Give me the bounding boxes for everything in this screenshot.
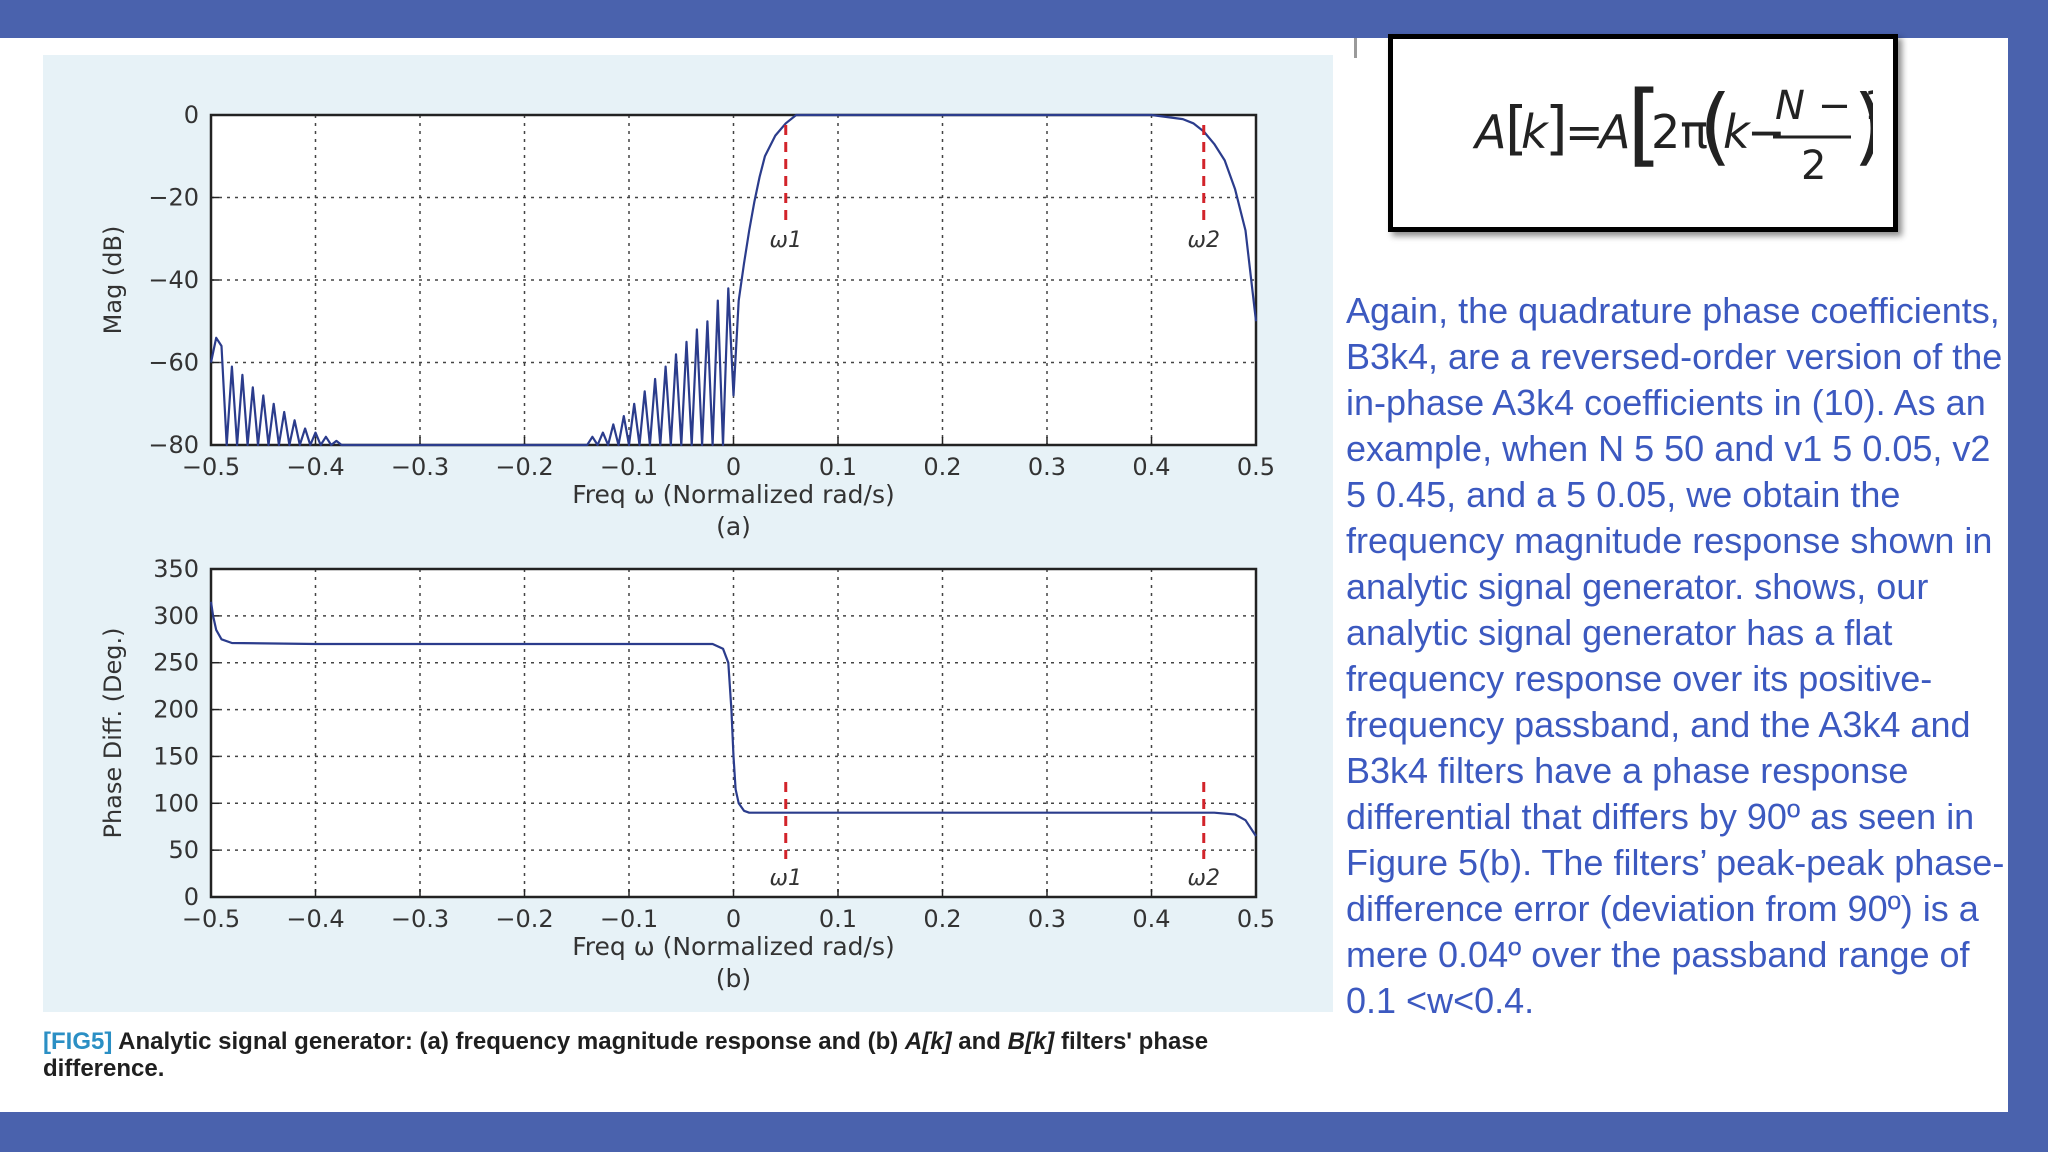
formula-box: A [ k ] = A [ 2π ( k − N − 1 2 )	[1388, 34, 1898, 232]
chart-b-xtick-label: −0.1	[600, 905, 658, 933]
chart-a-xtick-label: 0.3	[1028, 453, 1066, 481]
chart-a-xtick-label: −0.5	[182, 453, 240, 481]
formula-k: k	[1723, 105, 1752, 159]
chart-b-ytick-label: 300	[153, 602, 199, 630]
chart-a-marker-label-2: ω2	[1188, 228, 1220, 253]
chart-b-panel-label: (b)	[716, 964, 751, 993]
chart-a-marker-label-1: ω1	[770, 228, 802, 253]
chart-a-xtick-label: 0.4	[1132, 453, 1170, 481]
stray-mark	[1354, 38, 1357, 58]
chart-a-ytick-label: −80	[148, 431, 199, 459]
chart-b-xtick-label: 0.3	[1028, 905, 1066, 933]
chart-b-xtick-label: −0.3	[391, 905, 449, 933]
caption-text-3: filters' phase difference.	[43, 1028, 1209, 1082]
chart-a-xtick-label: −0.2	[495, 453, 553, 481]
formula-equation: A [ k ] = A [ 2π ( k − N − 1 2 )	[1472, 72, 1873, 189]
chart-b-xtick-label: 0.2	[923, 905, 961, 933]
chart-a-ytick-label: −40	[148, 266, 199, 294]
chart-a-ylabel: Mag (dB)	[99, 226, 127, 335]
chart-b-xtick-label: 0	[726, 905, 741, 933]
chart-a-xtick-label: 0	[726, 453, 741, 481]
caption-tag: [FIG5]	[43, 1028, 113, 1055]
chart-b-xtick-label: 0.1	[819, 905, 857, 933]
chart-b-xtick-label: −0.4	[286, 905, 344, 933]
chart-a-xlabel: Freq ω (Normalized rad/s)	[572, 480, 895, 509]
caption-text-1: Analytic signal generator: (a) frequency…	[112, 1028, 905, 1055]
chart-b-marker-label-2: ω2	[1188, 866, 1220, 891]
chart-a-xtick-label: −0.3	[391, 453, 449, 481]
chart-a-frame	[209, 113, 1258, 447]
chart-b-ytick-label: 200	[153, 696, 199, 724]
chart-b-marker-label-1: ω1	[770, 866, 802, 891]
formula-numerator: N − 1	[1775, 83, 1873, 129]
chart-a-xtick-label: 0.1	[819, 453, 857, 481]
chart-a-ytick-label: −60	[148, 349, 199, 377]
chart-b-xtick-label: 0.5	[1237, 905, 1275, 933]
chart-a-panel-label: (a)	[716, 512, 751, 541]
chart-b-xtick-label: −0.5	[182, 905, 240, 933]
chart-a-xtick-label: −0.4	[286, 453, 344, 481]
chart-b-ytick-label: 100	[153, 789, 199, 817]
chart-b-series-line	[209, 601, 1257, 837]
formula-bracket: ]	[1545, 94, 1568, 162]
chart-a-xtick-label: −0.1	[600, 453, 658, 481]
figure-charts: −0.5 −0.4 −0.3 −0.2 −0.1 0 0.1 0.2 0.3 0.4 0.5 0 −20…	[99, 101, 1275, 993]
chart-b-ytick-label: 50	[168, 836, 199, 864]
chart-b-xlabel: Freq ω (Normalized rad/s)	[572, 932, 895, 961]
chart-a-xtick-label: 0.5	[1237, 453, 1275, 481]
formula-lhs-a: A	[1472, 105, 1506, 159]
formula-equals: =	[1565, 105, 1604, 159]
chart-a-ytick-label: −20	[148, 184, 199, 212]
chart-b-ytick-label: 250	[153, 649, 199, 677]
figure-panel: −0.5 −0.4 −0.3 −0.2 −0.1 0 0.1 0.2 0.3 0.4 0.5 0 −20…	[43, 55, 1333, 1012]
caption-text-2: and	[951, 1028, 1008, 1055]
caption-bk: B[k]	[1007, 1028, 1055, 1055]
chart-a-series-line	[209, 113, 1258, 447]
chart-b-xtick-label: 0.4	[1132, 905, 1170, 933]
chart-a-xtick-label: 0.2	[923, 453, 961, 481]
chart-b-ytick-label: 0	[184, 883, 199, 911]
formula-paren: (	[1699, 77, 1732, 175]
formula-denominator: 2	[1801, 143, 1826, 189]
slide: −0.5 −0.4 −0.3 −0.2 −0.1 0 0.1 0.2 0.3 0.4 0.5 0 −20…	[0, 34, 2008, 1112]
formula-minus: −	[1747, 105, 1786, 159]
formula: A [ k ] = A [ 2π ( k − N − 1 2 )	[1393, 39, 1893, 227]
formula-two-pi: 2π	[1651, 105, 1708, 159]
chart-b-ytick-label: 150	[153, 742, 199, 770]
formula-bracket: [	[1505, 94, 1528, 162]
chart-a-ytick-label: 0	[184, 101, 199, 129]
chart-b-ylabel: Phase Diff. (Deg.)	[99, 627, 127, 838]
caption-ak: A[k]	[904, 1028, 952, 1055]
formula-paren: )	[1853, 77, 1873, 175]
formula-rhs-a: A	[1596, 105, 1630, 159]
chart-b-frame	[209, 567, 1258, 899]
formula-big-bracket: [	[1627, 72, 1662, 177]
figure-caption: [FIG5] Analytic signal generator: (a) fr…	[43, 1028, 1333, 1082]
formula-lhs-k: k	[1521, 105, 1550, 159]
chart-b-ytick-label: 350	[153, 555, 199, 583]
chart-b-xtick-label: −0.2	[495, 905, 553, 933]
body-paragraph: Again, the quadrature phase coefficients…	[1346, 290, 2005, 1021]
